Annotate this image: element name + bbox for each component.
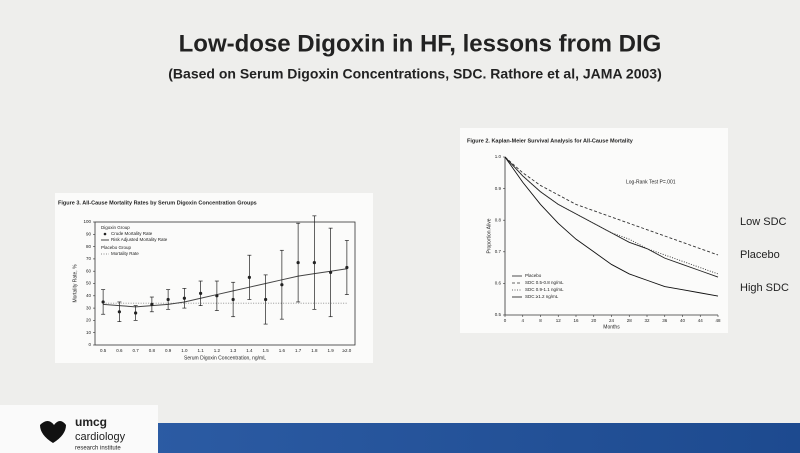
chart-title: Figure 2. Kaplan-Meier Survival Analysis… [467,138,634,144]
y-tick-label: 0.9 [495,186,502,191]
crude-point [312,260,316,265]
annotation: Log-Rank Test P=.001 [626,179,676,185]
side-label: High SDC [740,282,789,294]
crude-point [101,300,105,304]
x-tick-label: 1.4 [246,348,253,353]
x-tick-label: 0.7 [132,348,139,353]
legend-label: SDC 0.5-0.8 ng/mL [525,280,564,285]
legend-label: Mortality Rate [111,251,139,256]
x-tick-label: 4 [521,318,524,323]
logo-text: cardiology [75,431,126,443]
x-tick-label: 36 [662,318,668,323]
slide-title: Low-dose Digoxin in HF, lessons from DIG [179,30,662,57]
adjusted-line [103,268,347,308]
survival-curve [504,156,719,278]
y-tick-label: 0 [88,342,91,347]
x-tick-label: 48 [715,318,721,323]
x-tick-label: 40 [680,318,686,323]
y-tick-label: 10 [86,330,92,335]
crude-point [280,283,284,287]
legend-label: Placebo [525,273,542,278]
crude-point [199,291,203,295]
x-tick-label: 0 [504,318,507,323]
side-label: Placebo [740,249,780,261]
y-tick-label: 0.6 [495,281,502,286]
x-tick-label: 1.9 [327,348,334,353]
x-tick-label: 12 [556,318,562,323]
crude-point [329,270,333,275]
panel [55,193,373,363]
crude-point [150,302,154,307]
logo-tab [0,405,158,453]
x-tick-label: 0.9 [165,348,172,353]
y-tick-label: 60 [86,268,92,273]
x-tick-label: 8 [539,318,542,323]
x-tick-label: 1.6 [279,348,286,353]
crude-point [182,296,186,300]
y-tick-label: 1.0 [495,154,502,159]
y-tick-label: 40 [86,293,92,298]
y-tick-label: 30 [86,305,92,310]
x-tick-label: 1.2 [214,348,221,353]
x-tick-label: ≥2.0 [343,348,352,353]
logo-heart [40,421,66,443]
crude-point [166,297,170,302]
x-tick-label: 1.5 [262,348,269,353]
crude-point [231,297,235,302]
crude-point [117,310,121,314]
legend-heading: Placebo Group [101,245,132,250]
y-axis-label: Mortality Rate, % [72,264,78,303]
crude-point [247,275,251,279]
y-tick-label: 90 [86,231,92,236]
x-tick-label: 24 [609,318,615,323]
y-tick-label: 20 [86,318,92,323]
y-tick-label: 70 [86,256,92,261]
legend-label: SDC 0.9-1.1 ng/mL [525,287,564,292]
crude-point [296,260,300,265]
x-tick-label: 1.8 [311,348,318,353]
x-tick-label: 1.7 [295,348,302,353]
x-tick-label: 0.8 [149,348,156,353]
x-tick-label: 32 [644,318,650,323]
side-label: Low SDC [740,216,787,228]
y-tick-label: 50 [86,281,92,286]
y-axis-label: Proportion Alive [486,218,492,253]
x-axis-label: Serum Digoxin Concentration, ng/mL [184,355,266,361]
x-tick-label: 16 [573,318,579,323]
crude-point [215,294,219,298]
y-tick-label: 0.8 [495,217,502,222]
x-tick-label: 1.3 [230,348,237,353]
chart-title: Figure 3. All-Cause Mortality Rates by S… [58,200,257,206]
legend-label: SDC ≥1.2 ng/mL [525,294,559,299]
survival-curve [504,156,719,256]
x-tick-label: 44 [698,318,704,323]
crude-point [134,311,138,315]
x-tick-label: 20 [591,318,597,323]
crude-point [264,297,268,302]
legend-heading: Digoxin Group [101,225,130,230]
logo-text: umcg [75,415,107,429]
y-tick-label: 0.7 [495,249,502,254]
y-tick-label: 0.5 [495,312,502,317]
legend-label: Risk Adjusted Mortality Rate [111,237,168,242]
legend-label: Crude Mortality Rate [111,231,153,236]
legend-marker [103,232,107,236]
x-tick-label: 1.1 [197,348,204,353]
x-tick-label: 0.6 [116,348,123,353]
logo-text: research institute [75,446,121,452]
x-axis-label: Months [603,324,620,330]
survival-curve [504,156,719,297]
x-tick-label: 0.5 [100,348,107,353]
crude-point [345,265,349,270]
y-tick-label: 80 [86,244,92,249]
y-tick-label: 100 [83,219,91,224]
x-tick-label: 1.0 [181,348,188,353]
slide-subtitle: (Based on Serum Digoxin Concentrations, … [168,66,661,82]
x-tick-label: 28 [627,318,633,323]
